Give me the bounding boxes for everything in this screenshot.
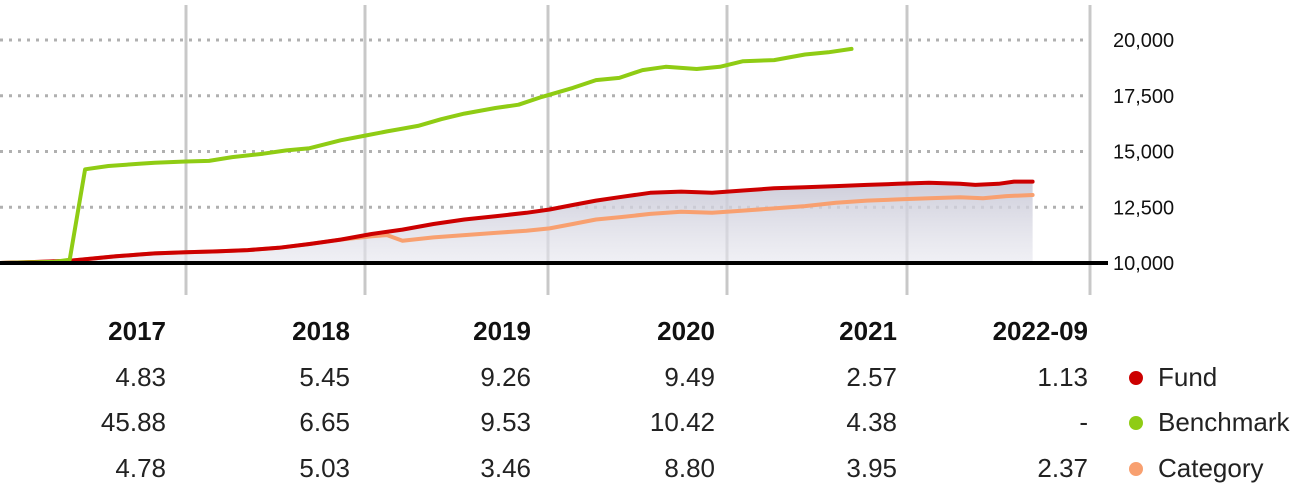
legend-label-category: Category bbox=[1158, 453, 1264, 483]
year-header: 2021 bbox=[839, 316, 897, 346]
year-header: 2019 bbox=[473, 316, 531, 346]
year-header: 2022-09 bbox=[993, 316, 1088, 346]
legend-dot-fund bbox=[1129, 371, 1143, 385]
returns-table: 2017 2018 2019 2020 2021 2022-09 4.83 5.45 9.26 9… bbox=[101, 316, 1088, 483]
value-cell-category: 2.37 bbox=[1037, 453, 1088, 483]
value-cell-benchmark: - bbox=[1079, 407, 1088, 437]
legend-label-benchmark: Benchmark bbox=[1158, 407, 1290, 437]
value-cell-fund: 4.83 bbox=[115, 362, 166, 392]
value-cell-fund: 1.13 bbox=[1037, 362, 1088, 392]
value-cell-benchmark: 4.38 bbox=[846, 407, 897, 437]
legend-dot-category bbox=[1129, 462, 1143, 476]
value-cell-category: 5.03 bbox=[299, 453, 350, 483]
y-tick-labels: 20,000 17,500 15,000 12,500 10,000 bbox=[1113, 30, 1174, 275]
value-cell-fund: 9.26 bbox=[480, 362, 531, 392]
y-tick-label: 17,500 bbox=[1113, 86, 1174, 108]
fund-area-fill bbox=[0, 181, 1033, 263]
value-cell-category: 3.95 bbox=[846, 453, 897, 483]
y-tick-label: 10,000 bbox=[1113, 253, 1174, 275]
value-cell-benchmark: 9.53 bbox=[480, 407, 531, 437]
value-cell-category: 8.80 bbox=[664, 453, 715, 483]
year-header: 2018 bbox=[292, 316, 350, 346]
value-cell-category: 3.46 bbox=[480, 453, 531, 483]
value-cell-fund: 9.49 bbox=[664, 362, 715, 392]
legend-label-fund: Fund bbox=[1158, 362, 1217, 392]
value-cell-fund: 5.45 bbox=[299, 362, 350, 392]
y-tick-label: 20,000 bbox=[1113, 30, 1174, 52]
value-cell-benchmark: 10.42 bbox=[650, 407, 715, 437]
fund-area bbox=[0, 181, 1033, 263]
y-tick-label: 12,500 bbox=[1113, 197, 1174, 219]
series-line-fund bbox=[0, 179, 1035, 265]
year-header: 2017 bbox=[108, 316, 166, 346]
series-line-benchmark bbox=[0, 46, 854, 265]
y-tick-label: 15,000 bbox=[1113, 142, 1174, 164]
value-cell-benchmark: 45.88 bbox=[101, 407, 166, 437]
year-header: 2020 bbox=[657, 316, 715, 346]
value-cell-benchmark: 6.65 bbox=[299, 407, 350, 437]
value-cell-fund: 2.57 bbox=[846, 362, 897, 392]
legend: Fund Benchmark Category bbox=[1129, 362, 1290, 483]
legend-dot-benchmark bbox=[1129, 416, 1143, 430]
series-lines bbox=[0, 46, 1035, 265]
value-cell-category: 4.78 bbox=[115, 453, 166, 483]
